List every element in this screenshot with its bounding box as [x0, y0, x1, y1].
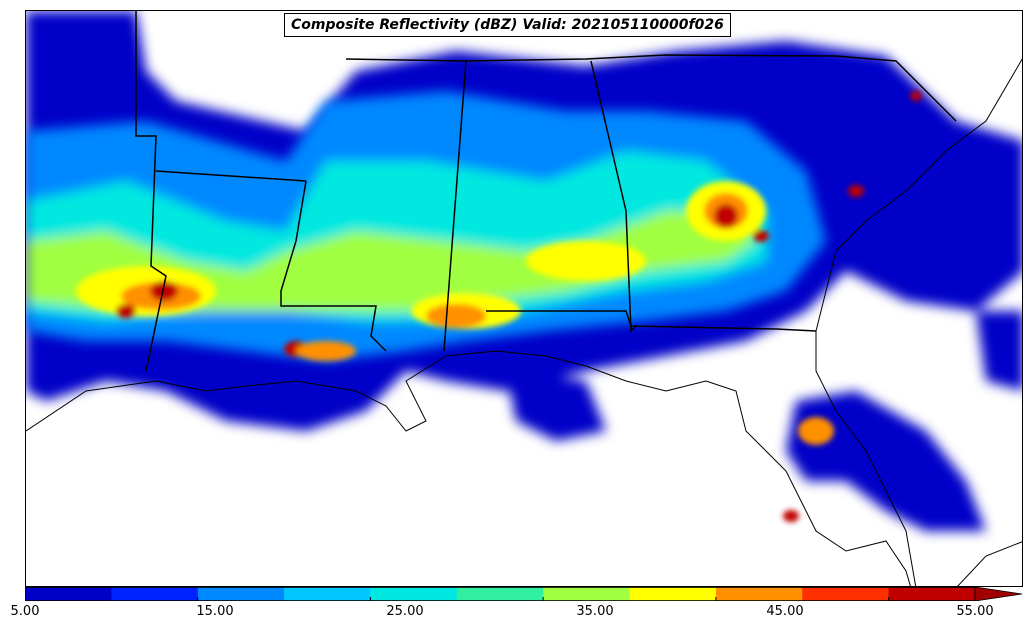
colorbar-tick-label: 55.00: [956, 604, 994, 619]
core-orange-2: [426, 304, 486, 328]
reflectivity-map: [26, 11, 1022, 586]
state-border-ms-al: [443, 60, 467, 352]
colorbar-tick-label: 25.00: [386, 604, 424, 619]
colorbar-segment: [25, 587, 112, 601]
colorbar-tick-label: 45.00: [766, 604, 804, 619]
boundary-lines: [26, 11, 1022, 586]
echo-region-gulf: [506, 371, 606, 441]
colorbar-segment: [715, 587, 803, 601]
echo-region-florida: [786, 391, 986, 531]
state-border-ms-river: [280, 180, 387, 352]
colorbar-segment: [197, 587, 285, 601]
colorbar-segment: [370, 587, 458, 601]
colorbar-extend-arrow: [974, 587, 1023, 601]
reflectivity-cores: [76, 91, 922, 522]
colorbar-segment: [888, 587, 976, 601]
core-red-1: [150, 281, 178, 301]
radar-map-panel: [25, 10, 1023, 587]
colorbar-outline: [25, 587, 976, 601]
core-red-4: [753, 230, 769, 242]
map-title-box: Composite Reflectivity (dBZ) Valid: 2021…: [284, 13, 731, 37]
state-border-ar-ms: [135, 11, 167, 372]
colorbar-segment: [543, 587, 631, 601]
state-border-fl-north: [486, 310, 817, 332]
colorbar-tick-label: 5.00: [10, 604, 40, 619]
coastline-atlantic: [815, 58, 1022, 586]
colorbar-segment: [802, 587, 890, 601]
core-red-8: [848, 185, 864, 197]
colorbar-segment: [456, 587, 544, 601]
colorbar-segment: [111, 587, 199, 601]
colorbar-tick-label: 15.00: [196, 604, 234, 619]
map-title: Composite Reflectivity (dBZ) Valid: 2021…: [291, 17, 724, 33]
colorbar-tick-label: 35.00: [576, 604, 614, 619]
core-orange-4: [798, 417, 834, 445]
core-red-7: [910, 91, 922, 101]
core-orange-5: [296, 341, 356, 361]
core-yellow-3: [526, 241, 646, 281]
coastline-fl-east: [957, 541, 1022, 586]
echo-region-atlantic: [976, 311, 1022, 391]
core-red-6: [783, 510, 799, 522]
state-border-ar-la-north: [155, 170, 307, 182]
state-border-al-ga: [590, 60, 637, 333]
colorbar: [25, 587, 1023, 601]
colorbar-segment: [629, 587, 717, 601]
core-red-3: [714, 204, 738, 228]
core-red-2: [116, 304, 136, 318]
coastline-gulf: [26, 350, 911, 586]
colorbar-segment: [284, 587, 371, 601]
